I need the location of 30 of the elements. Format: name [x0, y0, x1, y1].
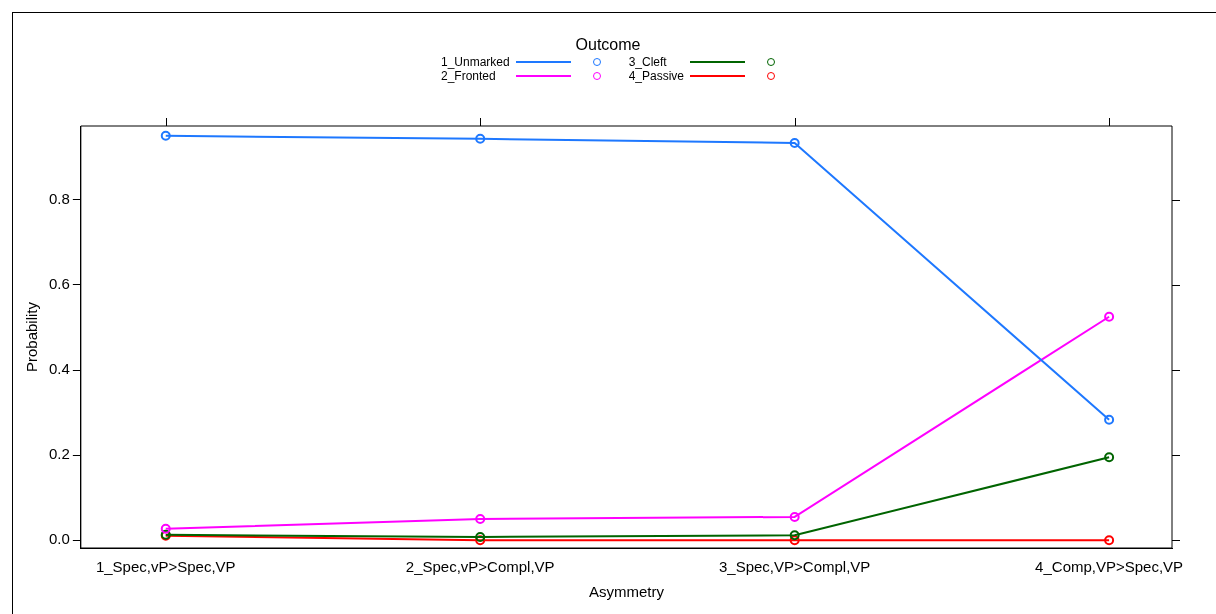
y-axis-title: Probability	[23, 301, 41, 373]
y-tick-label: 0.8	[48, 189, 70, 207]
legend-label: 1_Unmarked	[440, 55, 510, 69]
legend-label: 4_Passive	[628, 69, 685, 83]
point	[1104, 311, 1115, 322]
x-tick-label: 3_Spec,VP>Compl,VP	[718, 558, 871, 576]
point	[1104, 452, 1115, 463]
point	[1104, 535, 1115, 546]
point	[789, 530, 800, 541]
point	[475, 133, 486, 144]
legend-label: 3_Cleft	[628, 55, 667, 69]
y-tick-label: 0.2	[48, 445, 70, 463]
point	[1104, 414, 1115, 425]
y-tick-label: 0.0	[48, 530, 70, 548]
x-tick-label: 2_Spec,vP>Compl,VP	[405, 558, 555, 576]
point	[475, 531, 486, 542]
point	[475, 535, 486, 546]
legend-title: Outcome	[574, 36, 642, 54]
y-tick-label: 0.4	[48, 360, 70, 378]
point	[160, 130, 171, 141]
x-tick-label: 4_Comp,VP>Spec,VP	[1035, 558, 1184, 576]
x-axis-title: Asymmetry	[588, 583, 665, 601]
y-tick-label: 0.6	[48, 274, 70, 292]
legend-label: 2_Fronted	[440, 69, 496, 83]
point	[789, 535, 800, 546]
x-tick-label: 1_Spec,vP>Spec,VP	[95, 558, 236, 576]
point	[789, 138, 800, 149]
point	[475, 514, 486, 525]
point	[789, 511, 800, 522]
point	[160, 523, 171, 534]
